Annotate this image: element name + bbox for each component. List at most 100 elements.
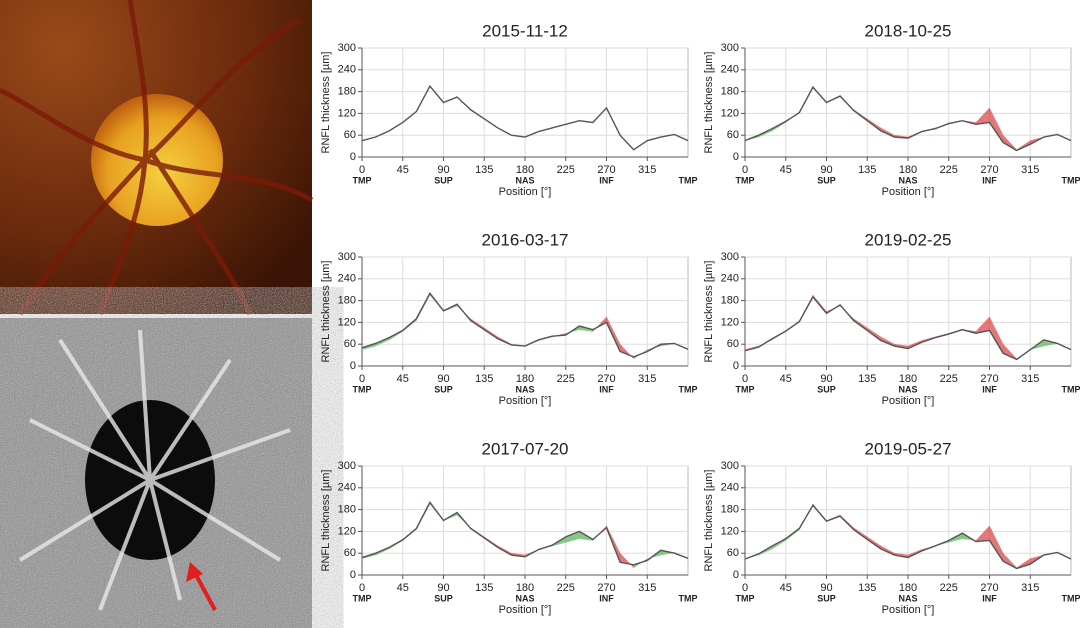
y-tick-label: 300 [338, 251, 356, 263]
y-axis-label: RNFL thickness [µm] [703, 52, 715, 154]
y-tick-label: 180 [338, 86, 356, 98]
x-tick-label: 180 [516, 582, 534, 594]
sector-label: NAS [898, 384, 917, 394]
chart-title: 2017-07-20 [482, 439, 569, 458]
sector-label: TMP [736, 593, 755, 603]
y-axis-label: RNFL thickness [µm] [320, 470, 332, 572]
x-tick-label: 135 [475, 164, 493, 176]
y-axis-label: RNFL thickness [µm] [320, 52, 332, 154]
x-tick-label: 90 [820, 582, 832, 594]
x-tick-label: 0 [359, 582, 365, 594]
figure: 2015-11-12060120180240300045901351802252… [0, 0, 1080, 628]
sector-label: INF [599, 593, 614, 603]
x-tick-label: 180 [516, 373, 534, 385]
x-axis-label: Position [°] [499, 186, 552, 198]
x-tick-label: 270 [597, 582, 615, 594]
x-tick-label: 135 [475, 582, 493, 594]
chart-title: 2019-02-25 [865, 230, 952, 249]
sector-label: SUP [817, 593, 836, 603]
x-tick-label: 0 [359, 373, 365, 385]
sector-label: INF [982, 175, 997, 185]
y-tick-label: 120 [338, 107, 356, 119]
x-axis-label: Position [°] [499, 604, 552, 616]
x-tick-label: 315 [638, 373, 656, 385]
x-tick-label: 315 [1021, 373, 1039, 385]
y-tick-label: 0 [733, 360, 739, 372]
x-tick-label: 0 [742, 373, 748, 385]
x-tick-label: 225 [557, 373, 575, 385]
x-tick-label: 270 [597, 373, 615, 385]
x-tick-label: 180 [516, 164, 534, 176]
y-tick-label: 60 [344, 129, 356, 141]
x-tick-label: 45 [780, 582, 792, 594]
fundus-photo [0, 0, 312, 314]
sector-label: SUP [434, 593, 453, 603]
x-tick-label: 90 [437, 582, 449, 594]
x-axis-label: Position [°] [882, 186, 935, 198]
x-tick-label: 0 [742, 164, 748, 176]
sector-label: SUP [817, 175, 836, 185]
sector-label: INF [982, 384, 997, 394]
y-tick-label: 300 [338, 42, 356, 54]
x-tick-label: 270 [980, 373, 998, 385]
y-tick-label: 0 [350, 569, 356, 581]
y-tick-label: 60 [727, 129, 739, 141]
x-tick-label: 45 [780, 373, 792, 385]
y-tick-label: 60 [727, 547, 739, 559]
y-tick-label: 120 [721, 107, 739, 119]
sector-label: INF [599, 175, 614, 185]
x-tick-label: 180 [899, 164, 917, 176]
y-tick-label: 300 [721, 460, 739, 472]
sector-label: TMP [353, 384, 372, 394]
x-tick-label: 90 [437, 373, 449, 385]
sector-label: TMP [1062, 175, 1080, 185]
sector-label: SUP [817, 384, 836, 394]
sector-label: TMP [736, 384, 755, 394]
sector-label: TMP [736, 175, 755, 185]
x-tick-label: 90 [820, 373, 832, 385]
y-tick-label: 120 [338, 525, 356, 537]
sector-label: TMP [679, 384, 698, 394]
sector-label: TMP [679, 175, 698, 185]
x-tick-label: 270 [980, 582, 998, 594]
y-tick-label: 240 [721, 273, 739, 285]
y-tick-label: 180 [338, 504, 356, 516]
y-tick-label: 240 [338, 64, 356, 76]
y-tick-label: 60 [727, 338, 739, 350]
x-axis-label: Position [°] [499, 395, 552, 407]
x-tick-label: 45 [397, 582, 409, 594]
x-tick-label: 0 [742, 582, 748, 594]
sector-label: TMP [353, 175, 372, 185]
x-tick-label: 180 [899, 582, 917, 594]
sector-label: NAS [898, 593, 917, 603]
y-tick-label: 240 [721, 482, 739, 494]
x-tick-label: 225 [557, 582, 575, 594]
x-tick-label: 135 [858, 373, 876, 385]
sector-label: TMP [679, 593, 698, 603]
oct-angiography [0, 318, 312, 628]
x-axis-label: Position [°] [882, 395, 935, 407]
y-tick-label: 300 [338, 460, 356, 472]
y-axis-label: RNFL thickness [µm] [703, 261, 715, 363]
y-tick-label: 0 [350, 151, 356, 163]
sector-label: NAS [898, 175, 917, 185]
sector-label: TMP [1062, 593, 1080, 603]
y-tick-label: 180 [721, 86, 739, 98]
chart-title: 2016-03-17 [482, 230, 569, 249]
sector-label: TMP [353, 593, 372, 603]
y-tick-label: 180 [338, 295, 356, 307]
y-tick-label: 120 [338, 316, 356, 328]
x-tick-label: 45 [780, 164, 792, 176]
sector-label: SUP [434, 175, 453, 185]
y-tick-label: 300 [721, 42, 739, 54]
x-tick-label: 45 [397, 373, 409, 385]
sector-label: NAS [515, 593, 534, 603]
y-tick-label: 180 [721, 295, 739, 307]
y-tick-label: 180 [721, 504, 739, 516]
y-tick-label: 0 [733, 569, 739, 581]
sector-label: INF [982, 593, 997, 603]
y-tick-label: 240 [338, 482, 356, 494]
x-tick-label: 315 [638, 582, 656, 594]
x-tick-label: 270 [597, 164, 615, 176]
sector-label: NAS [515, 384, 534, 394]
